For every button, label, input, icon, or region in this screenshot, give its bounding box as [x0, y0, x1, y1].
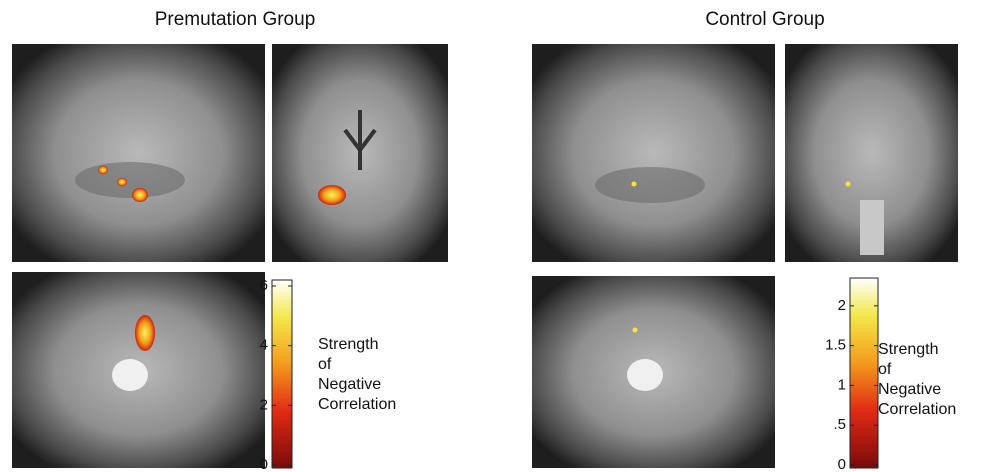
anatomy — [595, 167, 705, 203]
anatomy — [627, 359, 663, 391]
activation — [318, 185, 346, 205]
activation — [633, 328, 638, 333]
colorbar-label: Correlation — [318, 396, 396, 413]
colorbar — [272, 280, 292, 468]
colorbar-label: Correlation — [878, 401, 956, 418]
colorbar-label: Strength — [318, 336, 378, 353]
sagittal-slice — [532, 44, 775, 262]
group-title: Premutation Group — [155, 9, 316, 30]
anatomy — [860, 200, 884, 255]
tick-label: .5 — [833, 416, 846, 433]
tick-label: 2 — [260, 396, 268, 413]
tick-label: 0 — [838, 456, 846, 472]
activation — [846, 182, 851, 187]
colorbar — [850, 278, 878, 468]
activation — [632, 182, 637, 187]
anatomy — [112, 359, 148, 391]
activation — [98, 166, 108, 174]
colorbar-label: of — [318, 356, 332, 373]
tick-label: 1 — [838, 376, 846, 393]
activation — [117, 178, 127, 186]
sagittal-slice — [12, 44, 265, 262]
tick-label: 0 — [260, 456, 268, 472]
colorbar-label: Strength — [878, 341, 938, 358]
tick-label: 4 — [260, 337, 268, 354]
activation — [132, 188, 148, 202]
colorbar-label: of — [878, 361, 892, 378]
colorbar-label: Negative — [318, 376, 381, 393]
colorbar-label: Negative — [878, 381, 941, 398]
group-title: Control Group — [705, 9, 824, 30]
tick-label: 6 — [260, 277, 268, 294]
tick-label: 2 — [838, 297, 846, 314]
figure: Premutation Group 0 2 4 6 Strength of Negative C… — [0, 0, 990, 472]
tick-label: 1.5 — [825, 337, 846, 354]
anatomy — [75, 162, 185, 198]
activation — [135, 315, 155, 351]
